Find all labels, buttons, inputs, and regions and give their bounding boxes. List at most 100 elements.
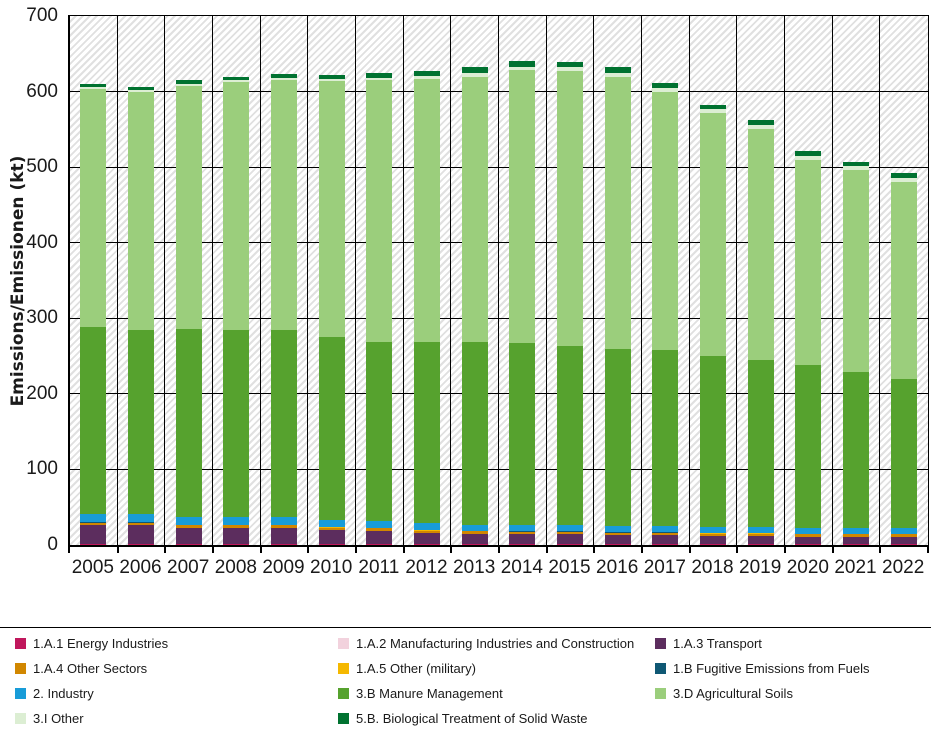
year-cell	[499, 16, 547, 545]
x-axis-label: 2008	[214, 557, 257, 578]
bar-segment	[652, 87, 679, 92]
bar-segment	[556, 71, 583, 347]
bar-segment	[556, 544, 583, 545]
bar-segment	[556, 534, 583, 544]
bar-segment	[413, 544, 440, 545]
bar-segment	[604, 532, 631, 536]
x-axis-label: 2006	[119, 557, 162, 578]
legend-item: 1.A.4 Other Sectors	[15, 658, 338, 679]
bar-segment	[175, 544, 202, 545]
bar-segment	[461, 533, 488, 544]
x-tick-mark	[831, 546, 834, 553]
bar-segment	[318, 337, 345, 521]
x-axis-label: 2009	[262, 557, 305, 578]
bar-segment	[413, 341, 440, 524]
bar-2018	[699, 104, 726, 545]
year-cell	[70, 16, 118, 545]
bar-segment	[891, 173, 918, 178]
bar-segment	[509, 525, 536, 532]
bar-segment	[318, 544, 345, 545]
x-axis-label: 2005	[71, 557, 114, 578]
x-tick-mark	[355, 546, 357, 553]
bar-segment	[509, 343, 536, 526]
bar-segment	[127, 525, 154, 544]
year-cell	[356, 16, 404, 545]
bar-2017	[652, 83, 679, 545]
bar-segment	[270, 517, 297, 525]
bar-2020	[795, 151, 822, 545]
y-tick-label: 400	[26, 231, 58, 253]
bar-segment	[747, 120, 774, 125]
legend-separator	[0, 627, 931, 628]
x-tick-mark	[164, 546, 167, 553]
legend-swatch	[655, 638, 666, 649]
legend-label: 3.I Other	[33, 711, 84, 726]
bar-segment	[318, 543, 345, 545]
year-cell	[642, 16, 690, 545]
bar-segment	[891, 543, 918, 545]
x-axis-label: 2018	[691, 557, 734, 578]
bar-segment	[461, 524, 488, 531]
x-tick-mark	[879, 546, 882, 553]
bar-segment	[891, 528, 918, 534]
bar-segment	[318, 520, 345, 527]
bar-segment	[747, 544, 774, 545]
bar-2005	[80, 84, 107, 545]
bar-segment	[80, 88, 107, 328]
bar-segment	[842, 534, 869, 537]
bar-segment	[127, 544, 154, 545]
bar-segment	[842, 161, 869, 167]
bar-segment	[366, 78, 393, 81]
bar-segment	[127, 330, 154, 515]
year-cell	[785, 16, 833, 545]
bar-segment	[842, 543, 869, 545]
legend-label: 1.B Fugitive Emissions from Fuels	[673, 661, 870, 676]
y-tick-label: 200	[26, 382, 58, 404]
x-tick-mark	[212, 546, 214, 553]
y-tick-label: 600	[26, 80, 58, 102]
legend-swatch	[15, 688, 26, 699]
legend-item: 1.B Fugitive Emissions from Fuels	[655, 658, 923, 679]
x-tick-mark	[545, 546, 548, 553]
bar-segment	[461, 531, 488, 534]
bar-segment	[795, 534, 822, 537]
year-cell	[213, 16, 261, 545]
bar-2014	[509, 61, 536, 545]
legend-swatch	[338, 713, 349, 724]
bar-segment	[509, 544, 536, 545]
legend-label: 1.A.3 Transport	[673, 636, 762, 651]
legend-item: 3.I Other	[15, 708, 338, 729]
bar-segment	[699, 535, 726, 544]
legend-item: 3.B Manure Management	[338, 683, 655, 704]
bar-segment	[127, 543, 154, 545]
bar-segment	[795, 155, 822, 160]
y-tick-label: 500	[26, 156, 58, 178]
legend-item: 3.D Agricultural Soils	[655, 683, 923, 704]
legend-swatch	[15, 663, 26, 674]
bar-segment	[366, 543, 393, 545]
bar-segment	[509, 534, 536, 544]
bar-segment	[80, 514, 107, 523]
x-axis-label: 2021	[834, 557, 877, 578]
bar-segment	[80, 544, 107, 545]
bar-segment	[556, 346, 583, 526]
x-tick-mark	[736, 546, 739, 553]
bar-segment	[223, 527, 250, 544]
bar-segment	[318, 78, 345, 82]
bar-segment	[842, 170, 869, 372]
bar-segment	[223, 517, 250, 525]
bar-2011	[366, 73, 393, 545]
legend-label: 3.B Manure Management	[356, 686, 503, 701]
bar-segment	[223, 80, 250, 82]
y-tick-label: 0	[47, 534, 58, 555]
bar-segment	[509, 66, 536, 71]
bar-segment	[652, 526, 679, 533]
bar-segment	[80, 87, 107, 89]
x-tick-mark	[450, 546, 453, 553]
bar-segment	[270, 527, 297, 544]
legend-swatch	[338, 663, 349, 674]
bar-2007	[175, 80, 202, 545]
bar-segment	[509, 70, 536, 344]
legend-swatch	[338, 638, 349, 649]
